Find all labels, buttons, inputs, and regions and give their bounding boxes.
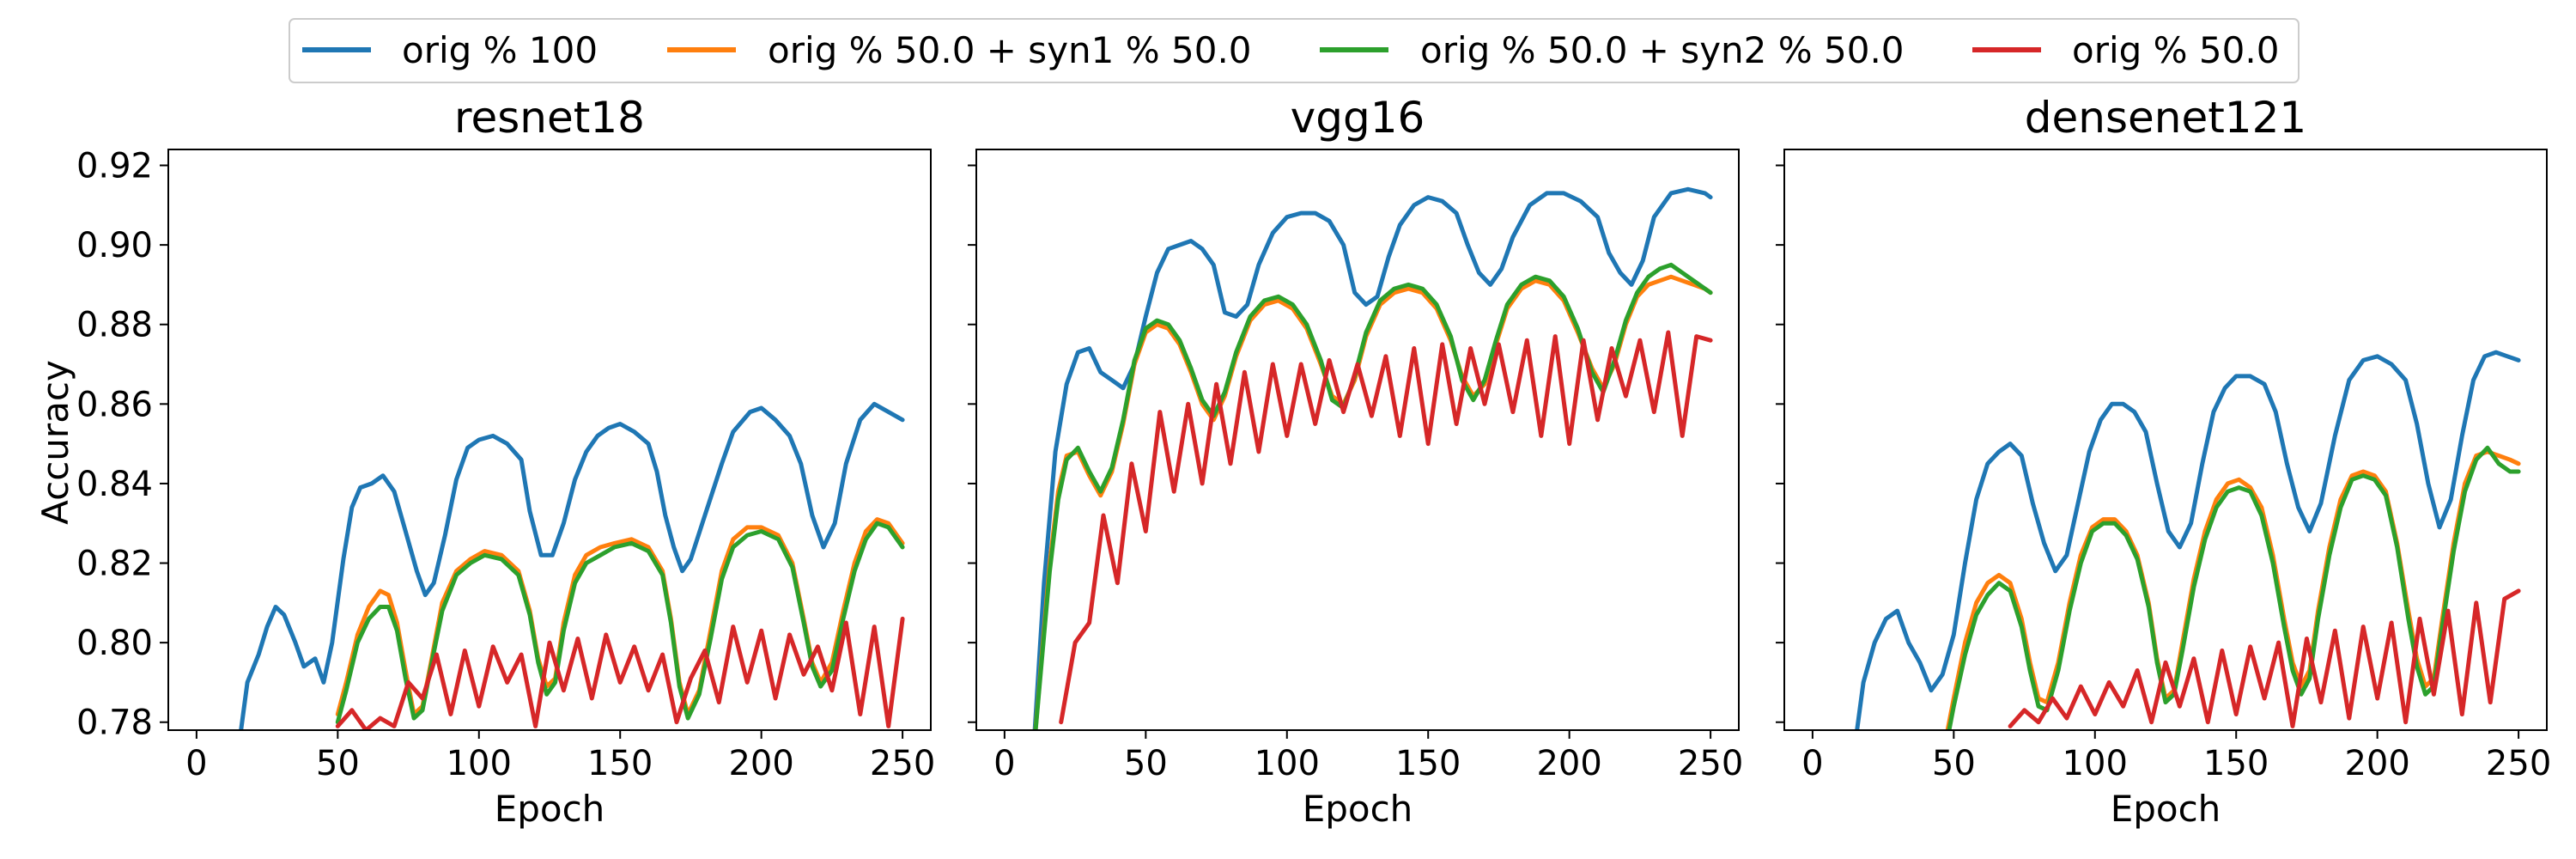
y-tick-label: 0.90: [76, 226, 153, 265]
x-tick-label: 50: [1932, 744, 1976, 783]
x-tick-label: 100: [2063, 744, 2128, 783]
legend-label-syn1: orig % 50.0 + syn1 % 50.0: [768, 29, 1252, 71]
panel-title: resnet18: [454, 93, 645, 143]
x-axis-label: Epoch: [495, 788, 605, 830]
x-tick-label: 0: [185, 744, 207, 783]
x-axis-label: Epoch: [2111, 788, 2221, 830]
panel-densenet121: densenet121 0 50 100 150 200 250 Epoch: [1776, 93, 2551, 830]
series-group: [1855, 350, 2521, 730]
x-tick-label: 100: [447, 744, 512, 783]
x-tick-label: 50: [1124, 744, 1168, 783]
x-tick-label: 0: [1801, 744, 1823, 783]
x-tick-label: 0: [993, 744, 1015, 783]
series-line-orig-100: [239, 401, 905, 730]
x-tick-label: 200: [1536, 744, 1601, 783]
series-line-orig-50-0-syn1-50-0: [1945, 449, 2521, 730]
y-tick-label: 0.88: [76, 306, 153, 345]
x-tick-label: 150: [1395, 744, 1461, 783]
x-tick-label: 250: [1678, 744, 1743, 783]
series-group: [1032, 186, 1713, 730]
legend: orig % 100 orig % 50.0 + syn1 % 50.0 ori…: [289, 18, 2300, 83]
series-line-orig-50-0-syn2-50-0: [1033, 262, 1713, 730]
legend-label-orig-100: orig % 100: [402, 29, 598, 71]
legend-frame: [289, 18, 2300, 83]
x-tick-label: 250: [2486, 744, 2551, 783]
panel-resnet18: resnet18 0 50 100 150 200 250 0.78 0.80 0.82 0.84 0…: [76, 93, 935, 830]
x-tick-label: 200: [728, 744, 793, 783]
x-axis-label: Epoch: [1303, 788, 1413, 830]
panel-title: vgg16: [1291, 93, 1425, 143]
x-tick-label: 150: [2203, 744, 2269, 783]
x-tick-label: 200: [2344, 744, 2409, 783]
x-tick-label: 50: [316, 744, 360, 783]
series-line-orig-50-0-syn2-50-0: [1947, 445, 2521, 730]
y-axis-label: Accuracy: [34, 360, 76, 525]
y-tick-label: 0.92: [76, 147, 153, 186]
x-tick-label: 100: [1255, 744, 1320, 783]
series-line-orig-50-0: [1059, 330, 1713, 725]
y-tick-label: 0.82: [76, 545, 153, 584]
panel-title: densenet121: [2025, 93, 2307, 143]
plot-frame: [1783, 149, 2548, 731]
plot-frame: [975, 149, 1740, 731]
series-line-orig-50-0: [335, 616, 905, 730]
y-tick-label: 0.86: [76, 385, 153, 424]
series-line-orig-100: [1855, 350, 2521, 730]
legend-label-syn2: orig % 50.0 + syn2 % 50.0: [1420, 29, 1905, 71]
series-group: [239, 401, 905, 730]
x-tick-label: 250: [870, 744, 935, 783]
panel-vgg16: vgg16 0 50 100 150 200 250 Epoch: [968, 93, 1743, 830]
series-line-orig-50-0: [2008, 588, 2521, 728]
y-tick-label: 0.84: [76, 465, 153, 504]
plot-frame: [167, 149, 932, 731]
y-tick-label: 0.78: [76, 704, 153, 743]
x-tick-label: 150: [587, 744, 653, 783]
series-line-orig-50-0-syn1-50-0: [1033, 274, 1713, 730]
panels: resnet18 0 50 100 150 200 250 0.78 0.80 0.82 0.84 0…: [76, 93, 2551, 830]
legend-label-orig-50: orig % 50.0: [2072, 29, 2279, 71]
y-tick-label: 0.80: [76, 624, 153, 663]
